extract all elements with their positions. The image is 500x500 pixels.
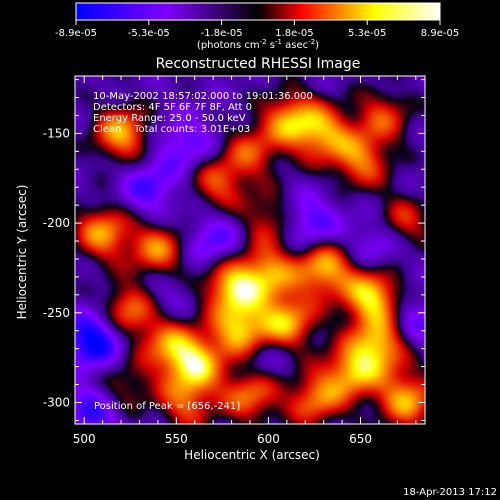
x-tick-label: 600 [257, 432, 280, 446]
axis-tick-labels: 500 550 600 650 -150 -200 -250 -300 [43, 126, 372, 446]
y-tick-label: -150 [43, 126, 70, 140]
annotation-detectors: Detectors: 4F 5F 6F 7F 8F, Att 0 [93, 102, 252, 113]
colorbar-tick-label: 1.8e-05 [275, 28, 313, 39]
colorbar: -8.9e-05 -5.3e-05 -1.8e-05 1.8e-05 5.3e-05 8.… [55, 2, 459, 51]
colorbar-tick-labels: -8.9e-05 -5.3e-05 -1.8e-05 1.8e-05 5.3e-05 8.… [55, 28, 459, 39]
x-axis-label: Heliocentric X (arcsec) [184, 448, 320, 462]
axis-ticks [75, 76, 425, 424]
info-annotations: 10-May-2002 18:57:02.000 to 19:01:36.000… [93, 91, 313, 135]
colorbar-tick-label: -8.9e-05 [55, 28, 97, 39]
colorbar-units: (photons cm-2 s-1 asec-2) [197, 38, 319, 51]
y-tick-label: -300 [43, 395, 70, 409]
x-tick-label: 550 [165, 432, 188, 446]
colorbar-gradient [75, 2, 441, 21]
colorbar-tick-label: 8.9e-05 [421, 28, 459, 39]
colorbar-tick-label: 5.3e-05 [348, 28, 386, 39]
colorbar-tick-label: -5.3e-05 [128, 28, 170, 39]
x-tick-label: 650 [349, 432, 372, 446]
y-tick-label: -200 [43, 216, 70, 230]
chart-title: Reconstructed RHESSI Image [156, 56, 361, 72]
annotation-energy-range: Energy Range: 25.0 - 50.0 keV [93, 113, 246, 124]
colorbar-ticks [75, 20, 441, 25]
y-axis-label: Heliocentric Y (arcsec) [15, 185, 29, 320]
y-tick-label: -250 [43, 306, 70, 320]
x-tick-label: 500 [73, 432, 96, 446]
annotation-time-range: 10-May-2002 18:57:02.000 to 19:01:36.000 [93, 91, 313, 102]
timestamp: 18-Apr-2013 17:12 [403, 487, 497, 498]
peak-position-label: Position of Peak = [656,-241] [94, 401, 240, 412]
colorbar-tick-label: -1.8e-05 [201, 28, 243, 39]
heatmap-image [75, 76, 425, 424]
annotation-clean-counts: Clean Total counts: 3.01E+03 [93, 124, 250, 135]
heatmap-image-container [75, 76, 425, 424]
